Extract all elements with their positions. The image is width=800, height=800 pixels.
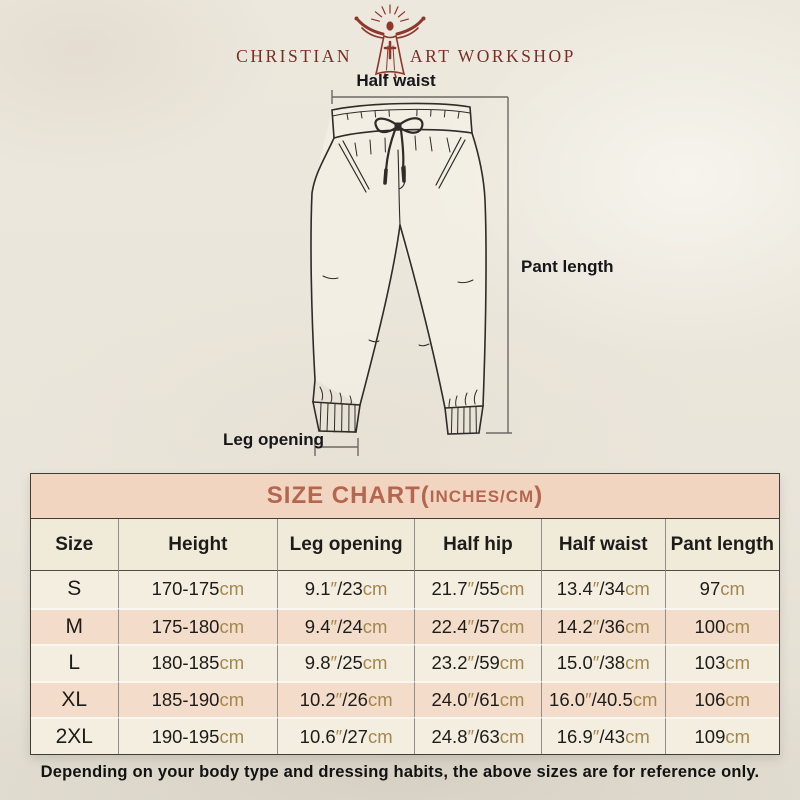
logo-text-christian: CHRISTIAN xyxy=(236,46,352,66)
header-cell: Height xyxy=(118,519,279,571)
jesus-figure-icon xyxy=(354,4,426,78)
data-cell: 16.0 ″/40.5 cm xyxy=(541,680,666,718)
header-cell: Leg opening xyxy=(278,519,416,571)
data-cell: 175-180 cm xyxy=(118,607,279,645)
pants-line-drawing xyxy=(310,90,512,456)
data-cell: 10.2 ″/26 cm xyxy=(278,680,416,718)
header-cell: Half waist xyxy=(541,519,666,571)
leg-opening-label: Leg opening xyxy=(223,430,325,449)
size-cell: M xyxy=(31,607,119,645)
footer-note: Depending on your body type and dressing… xyxy=(40,763,760,781)
data-cell: 180-185 cm xyxy=(118,644,279,681)
data-cell: 9.8 ″/25 cm xyxy=(278,644,416,681)
data-cell: 23.2 ″/59 cm xyxy=(415,644,542,681)
data-cell: 185-190 cm xyxy=(118,680,279,718)
data-cell: 24.0 ″/61 cm xyxy=(415,680,542,718)
data-cell: 16.9 ″/43 cm xyxy=(541,717,666,754)
header-cell: Half hip xyxy=(415,519,542,571)
data-cell: 97 cm xyxy=(665,571,779,608)
size-chart-title-units: INCHES/CM xyxy=(429,487,535,506)
data-cell: 190-195 cm xyxy=(118,717,279,754)
data-cell: 100 cm xyxy=(665,607,779,645)
size-grid: Size Height Leg opening Half hip Half waist P… xyxy=(31,519,779,754)
data-cell: 21.7 ″/55 cm xyxy=(415,571,542,608)
data-cell: 14.2 ″/36 cm xyxy=(541,607,666,645)
data-cell: 10.6 ″/27 cm xyxy=(278,717,416,754)
size-cell: XL xyxy=(31,680,119,718)
data-cell: 9.1 ″/23 cm xyxy=(278,571,416,608)
data-cell: 22.4 ″/57 cm xyxy=(415,607,542,645)
header-cell: Size xyxy=(31,519,119,571)
header-cell: Pant length xyxy=(665,519,779,571)
data-cell: 106 cm xyxy=(665,680,779,718)
data-cell: 9.4 ″/24 cm xyxy=(278,607,416,645)
size-chart-title-main: SIZE CHART( xyxy=(266,482,430,509)
data-cell: 24.8 ″/63 cm xyxy=(415,717,542,754)
data-cell: 103 cm xyxy=(665,644,779,681)
size-chart-title-close: ) xyxy=(534,482,544,509)
half-waist-label: Half waist xyxy=(356,71,436,90)
data-cell: 13.4 ″/34 cm xyxy=(541,571,666,608)
data-cell: 170-175 cm xyxy=(118,571,279,608)
size-cell: L xyxy=(31,644,119,681)
data-cell: 15.0 ″/38 cm xyxy=(541,644,666,681)
data-cell: 109 cm xyxy=(665,717,779,754)
logo-text-art-workshop: ART WORKSHOP xyxy=(410,46,576,66)
pant-length-label: Pant length xyxy=(521,257,614,276)
size-chart-table: SIZE CHART(INCHES/CM) Size Height Leg open… xyxy=(30,473,780,755)
size-cell: 2XL xyxy=(31,717,119,754)
size-cell: S xyxy=(31,571,119,608)
size-chart-title: SIZE CHART(INCHES/CM) xyxy=(31,474,779,519)
